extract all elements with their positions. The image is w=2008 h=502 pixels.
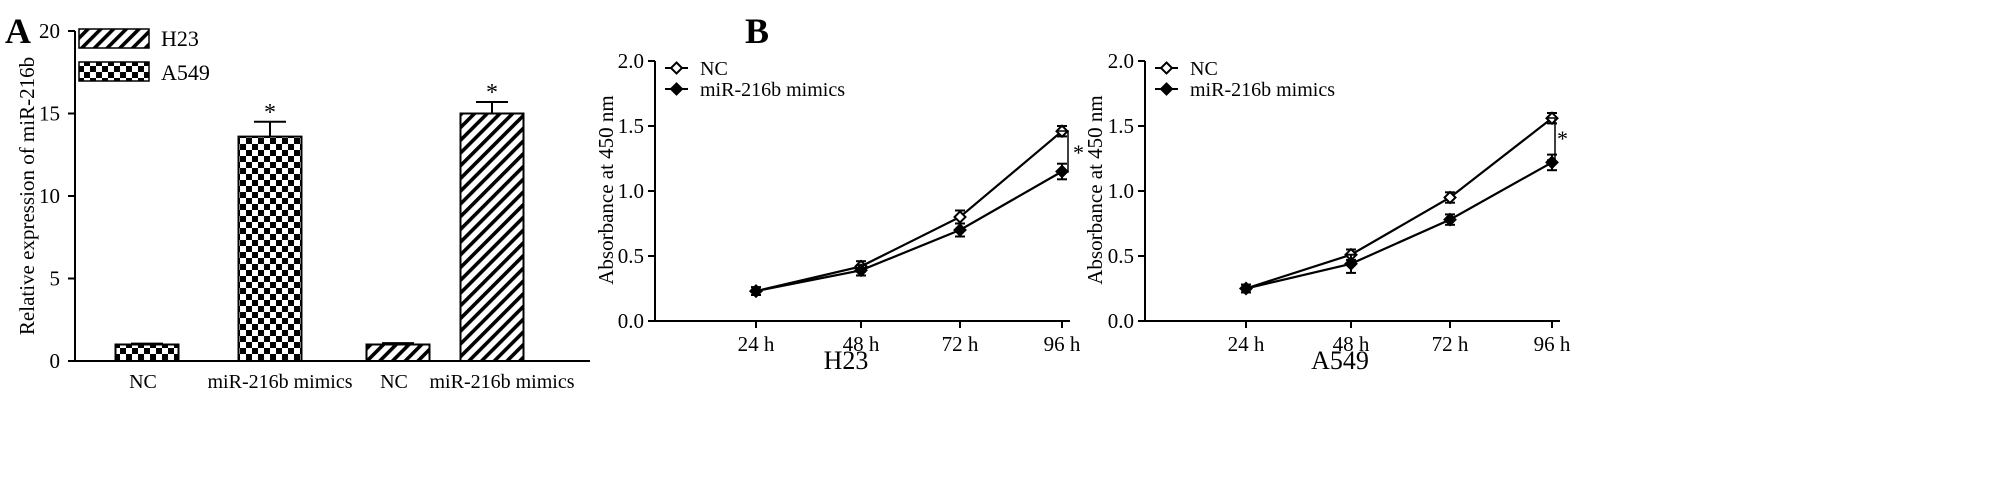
x-tick-label-a549-24-h: 24 h [1228, 332, 1265, 356]
legend-marker-nc-h23 [669, 61, 684, 75]
significance-star-h23-mir-216b-mimics: * [486, 80, 498, 106]
series-line-a549-nc [1245, 117, 1553, 290]
legend-label-nc-a549: NC [1190, 58, 1218, 80]
y-tick-label-h23-1.5: 1.5 [618, 114, 644, 138]
y-tick-label-a549-1.5: 1.5 [1108, 114, 1134, 138]
legend-label-nc-h23: NC [700, 58, 728, 80]
significance-star-a549-mir-216b-mimics: * [264, 100, 276, 126]
legend-h23: NC miR-216b mimics [665, 58, 845, 101]
x-tick-label-a549-96-h: 96 h [1534, 332, 1571, 356]
y-ticks-a: 0 5 10 15 20 [39, 19, 75, 373]
legend-marker-mimics-h23 [669, 82, 684, 96]
line-chart-h23: Absorbance at 450 nm 0.0 0.5 1.0 1.5 2.0 24 h… [594, 49, 1084, 375]
y-axis-label-a549: Absorbance at 450 nm [1083, 95, 1107, 285]
data-point-h23-mir-216b-mimics-0 [749, 284, 763, 299]
data-point-a549-mir-216b-mimics-2 [1443, 212, 1457, 227]
bars-a: ** [114, 80, 525, 362]
y-tick-label-a-15: 15 [39, 102, 60, 126]
series-line-a549-mir-216b-mimics [1245, 161, 1553, 290]
y-tick-label-a549-2.0: 2.0 [1108, 49, 1134, 73]
data-point-a549-mir-216b-mimics-0 [1239, 281, 1253, 296]
y-tick-label-h23-2.0: 2.0 [618, 49, 644, 73]
y-axis-label-a: Relative expression of miR-216b [15, 57, 39, 335]
x-axis-title-a549: A549 [1311, 346, 1369, 375]
x-axis-title-h23: H23 [824, 346, 869, 375]
plot-area-a549 [1239, 111, 1559, 296]
y-tick-label-h23-0.5: 0.5 [618, 244, 644, 268]
significance-bracket-h23: * [1057, 130, 1084, 173]
x-tick-labels-a: NC miR-216b mimics NC miR-216b mimics [129, 371, 575, 393]
y-tick-label-a549-1.0: 1.0 [1108, 179, 1134, 203]
x-tick-label-h23-48-h: 48 h [843, 332, 880, 356]
y-tick-label-a-20: 20 [39, 19, 60, 43]
legend-marker-nc-a549 [1159, 61, 1174, 75]
bar-a549-nc [114, 343, 180, 362]
y-tick-label-a-0: 0 [50, 349, 61, 373]
bar-a549-mir-216b-mimics [237, 135, 303, 362]
legend-swatch-a549 [78, 61, 150, 82]
data-point-a549-nc-2 [1443, 190, 1457, 205]
series-line-h23-mir-216b-mimics [755, 170, 1063, 293]
legend-swatch-h23 [78, 28, 150, 49]
y-tick-label-h23-1.0: 1.0 [618, 179, 644, 203]
axis-ticks-h23: 0.0 0.5 1.0 1.5 2.0 24 h 48 h 72 h 96 h [618, 49, 1081, 356]
legend-a: H23 A549 [78, 26, 210, 85]
bar-h23-mir-216b-mimics [459, 112, 525, 362]
panel-label-b: B [745, 11, 769, 51]
x-tick-label-a549-mir-216b-mimics: miR-216b mimics [208, 371, 353, 393]
x-tick-label-h23-nc: NC [380, 371, 408, 393]
data-point-h23-mir-216b-mimics-2 [953, 223, 967, 237]
legend-label-mimics-a549: miR-216b mimics [1190, 79, 1335, 101]
data-point-h23-mir-216b-mimics-1 [854, 263, 868, 278]
legend-a549: NC miR-216b mimics [1155, 58, 1335, 101]
panel-label-a: A [5, 11, 31, 51]
data-point-a549-mir-216b-mimics-3 [1545, 155, 1559, 170]
x-tick-label-a549-nc: NC [129, 371, 157, 393]
significance-star-a549: * [1557, 126, 1568, 151]
x-tick-label-a549-48-h: 48 h [1333, 332, 1370, 356]
x-tick-label-a549-72-h: 72 h [1432, 332, 1469, 356]
bar-chart-a: Relative expression of miR-216b 0 5 10 15 20… [15, 19, 590, 393]
y-tick-label-a-10: 10 [39, 184, 60, 208]
x-tick-label-h23-96-h: 96 h [1044, 332, 1081, 356]
series-line-h23-nc [755, 130, 1063, 293]
axis-ticks-a549: 0.0 0.5 1.0 1.5 2.0 24 h 48 h 72 h 96 h [1108, 49, 1571, 356]
significance-star-h23: * [1073, 140, 1084, 165]
y-tick-label-a549-0.0: 0.0 [1108, 309, 1134, 333]
legend-marker-mimics-a549 [1159, 82, 1174, 96]
x-tick-label-h23-24-h: 24 h [738, 332, 775, 356]
y-axis-label-h23: Absorbance at 450 nm [594, 95, 618, 285]
x-tick-label-h23-72-h: 72 h [942, 332, 979, 356]
legend-label-mimics-h23: miR-216b mimics [700, 79, 845, 101]
legend-label-a549: A549 [161, 60, 210, 85]
y-tick-label-a-5: 5 [50, 267, 61, 291]
legend-label-h23: H23 [161, 26, 199, 51]
y-tick-label-h23-0.0: 0.0 [618, 309, 644, 333]
y-tick-label-a549-0.5: 0.5 [1108, 244, 1134, 268]
bar-h23-nc [365, 343, 431, 362]
x-tick-label-h23-mir-216b-mimics: miR-216b mimics [430, 371, 575, 393]
plot-area-h23 [749, 124, 1069, 299]
data-point-a549-mir-216b-mimics-1 [1344, 256, 1358, 271]
significance-bracket-a549: * [1547, 117, 1568, 161]
line-chart-a549: Absorbance at 450 nm 0.0 0.5 1.0 1.5 2.0 24 h… [1083, 49, 1571, 375]
